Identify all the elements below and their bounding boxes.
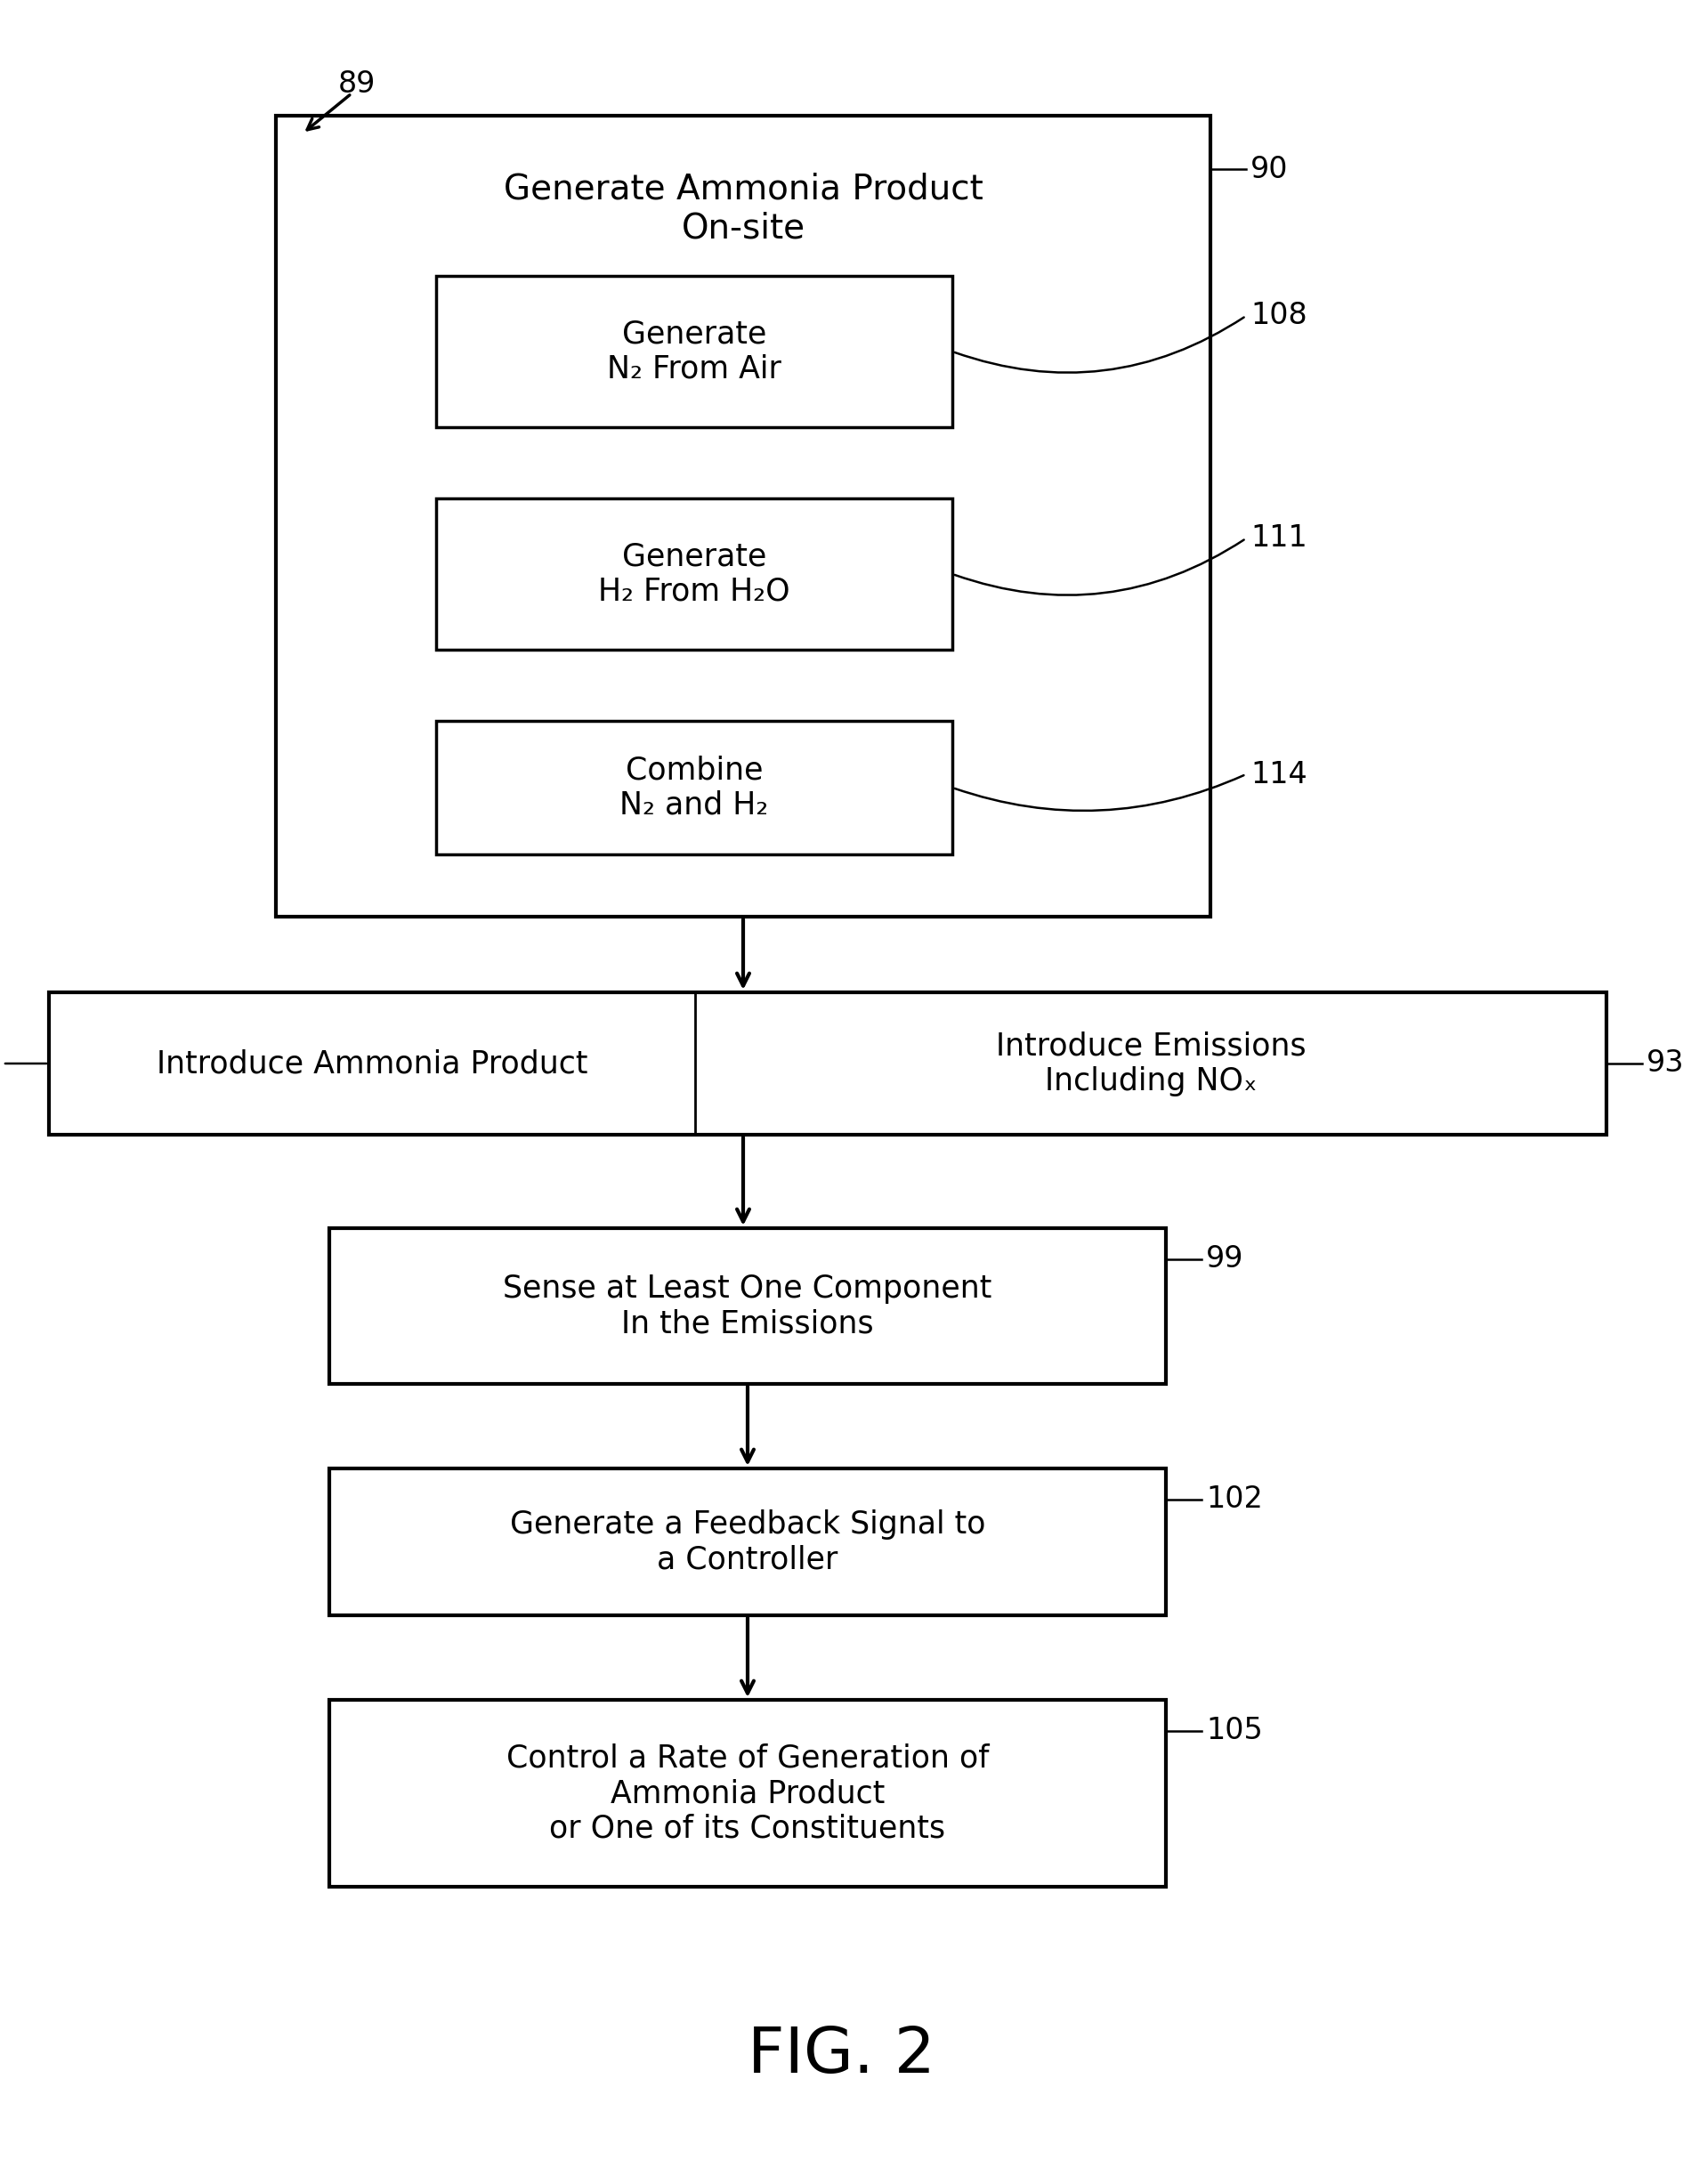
Text: Sense at Least One Component
In the Emissions: Sense at Least One Component In the Emis…: [503, 1273, 991, 1339]
FancyBboxPatch shape: [330, 1699, 1166, 1887]
FancyBboxPatch shape: [436, 498, 953, 649]
FancyBboxPatch shape: [276, 116, 1210, 917]
Text: 108: 108: [1250, 301, 1308, 330]
Text: 111: 111: [1250, 524, 1308, 553]
Text: Generate
H₂ From H₂O: Generate H₂ From H₂O: [597, 542, 789, 607]
Text: FIG. 2: FIG. 2: [747, 2025, 934, 2086]
Text: Control a Rate of Generation of
Ammonia Product
or One of its Constituents: Control a Rate of Generation of Ammonia …: [507, 1743, 990, 1843]
Text: Introduce Emissions
Including NOₓ: Introduce Emissions Including NOₓ: [996, 1031, 1306, 1096]
FancyBboxPatch shape: [330, 1227, 1166, 1385]
FancyBboxPatch shape: [49, 992, 1607, 1136]
Text: Introduce Ammonia Product: Introduce Ammonia Product: [157, 1048, 587, 1079]
Text: Combine
N₂ and H₂: Combine N₂ and H₂: [619, 756, 769, 821]
FancyBboxPatch shape: [436, 721, 953, 854]
Text: Generate
N₂ From Air: Generate N₂ From Air: [608, 319, 781, 384]
Text: 90: 90: [1250, 155, 1287, 183]
Text: 105: 105: [1207, 1717, 1262, 1745]
Text: Generate Ammonia Product
On-site: Generate Ammonia Product On-site: [503, 173, 983, 245]
Text: 114: 114: [1250, 760, 1308, 788]
Text: 102: 102: [1207, 1485, 1262, 1514]
Text: 89: 89: [338, 70, 375, 98]
FancyBboxPatch shape: [436, 275, 953, 428]
FancyBboxPatch shape: [330, 1468, 1166, 1616]
Text: 93: 93: [1646, 1048, 1683, 1079]
Text: Generate a Feedback Signal to
a Controller: Generate a Feedback Signal to a Controll…: [510, 1509, 986, 1575]
Text: 99: 99: [1207, 1245, 1244, 1273]
